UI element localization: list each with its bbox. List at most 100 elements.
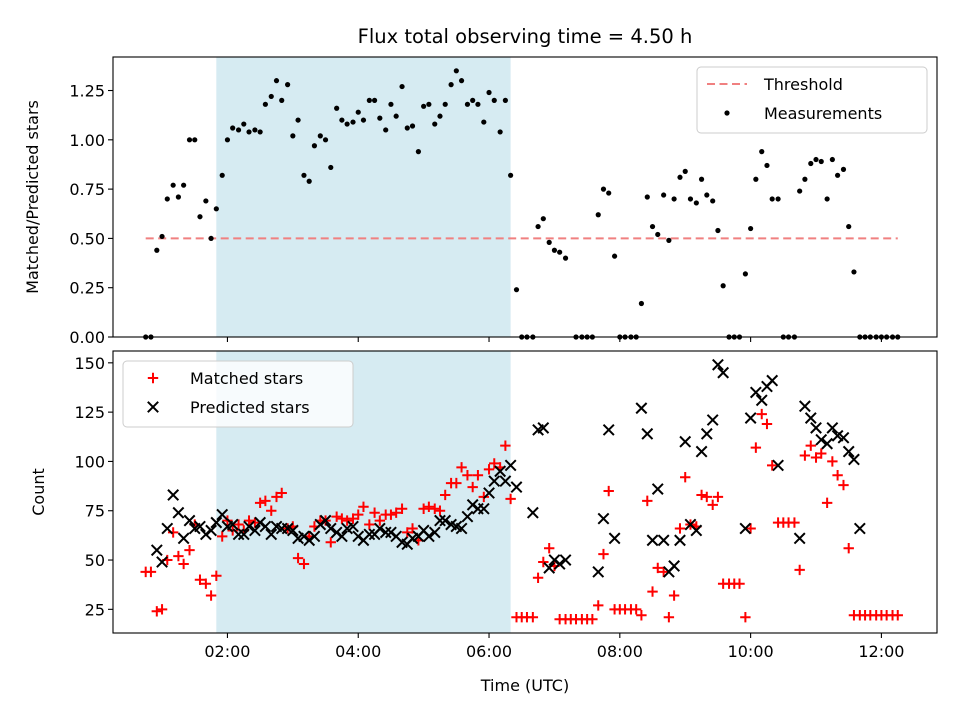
y-tick-label: 150	[74, 354, 105, 373]
data-point	[319, 514, 332, 527]
data-point	[477, 502, 490, 515]
data-point	[797, 188, 803, 194]
data-point	[259, 520, 272, 533]
data-point	[794, 564, 805, 576]
data-point	[510, 481, 523, 493]
data-point	[793, 532, 806, 545]
observing-span	[216, 57, 511, 337]
data-point	[374, 515, 386, 526]
data-point	[843, 543, 854, 554]
data-point	[821, 497, 833, 509]
data-point	[486, 89, 492, 96]
data-point	[715, 227, 721, 234]
data-point	[540, 216, 546, 222]
y-tick-label: 100	[74, 452, 105, 471]
data-point	[489, 458, 500, 469]
data-point	[344, 121, 350, 127]
data-point	[324, 522, 337, 535]
data-point	[745, 523, 756, 534]
data-point	[587, 613, 598, 625]
data-point	[161, 522, 174, 535]
data-point	[184, 544, 195, 556]
data-point	[173, 550, 184, 562]
data-point	[680, 472, 691, 483]
panel-2: 25 50 75 100 125 150 02:00 04:00 06:00 08:00 10:00…	[29, 350, 938, 695]
data-point	[742, 271, 748, 277]
data-point	[679, 435, 692, 448]
data-point	[205, 524, 218, 537]
data-point	[739, 522, 752, 535]
data-point	[311, 143, 318, 149]
data-point	[483, 487, 495, 499]
data-point	[183, 514, 196, 527]
data-point	[808, 160, 814, 167]
data-point	[276, 487, 287, 499]
data-point	[429, 503, 440, 514]
data-point	[219, 172, 225, 178]
data-point	[644, 194, 650, 200]
data-point	[322, 137, 329, 143]
data-point	[494, 465, 507, 478]
data-point	[826, 422, 839, 434]
legend-label: Predicted stars	[190, 398, 310, 417]
data-point	[775, 196, 781, 202]
legend-box	[696, 66, 928, 134]
data-point	[706, 414, 719, 426]
data-point	[252, 127, 258, 133]
data-point	[704, 192, 710, 198]
y-tick-label: 0.25	[69, 279, 105, 298]
data-point	[306, 178, 312, 184]
data-point	[636, 610, 647, 621]
data-point	[249, 524, 261, 537]
data-point	[373, 522, 386, 535]
data-point	[472, 470, 484, 481]
axes-frame	[112, 350, 938, 634]
data-point	[551, 247, 558, 253]
data-point	[181, 182, 187, 188]
data-point	[652, 562, 663, 574]
chart-title: Flux total observing time = 4.50 h	[358, 25, 693, 48]
data-point	[740, 612, 751, 623]
data-point	[273, 78, 280, 84]
data-point	[407, 523, 418, 534]
data-point	[827, 456, 838, 467]
data-point	[377, 115, 383, 121]
data-point	[693, 200, 699, 206]
data-point	[698, 176, 705, 182]
data-point	[292, 552, 304, 564]
data-point	[334, 105, 340, 111]
data-point	[483, 464, 495, 475]
data-point	[695, 445, 708, 458]
legend-label: Threshold	[763, 75, 843, 94]
data-point	[295, 117, 301, 123]
data-point	[194, 574, 206, 585]
data-point	[453, 68, 459, 74]
legend-label: Measurements	[764, 104, 882, 123]
data-point	[249, 517, 261, 528]
y-tick-label: 0.75	[69, 180, 105, 199]
data-point	[559, 554, 572, 566]
data-point	[655, 231, 661, 238]
data-point	[553, 558, 566, 570]
data-point	[213, 206, 219, 212]
x-tick-label: 12:00	[858, 642, 904, 661]
data-point	[837, 431, 850, 444]
data-point	[271, 491, 282, 503]
data-point	[755, 394, 768, 407]
data-point	[701, 491, 713, 503]
data-point	[335, 530, 348, 543]
data-point	[464, 101, 471, 107]
data-point	[339, 117, 345, 123]
data-point	[497, 129, 503, 135]
data-point	[712, 491, 724, 503]
data-point	[265, 528, 278, 541]
data-point	[821, 437, 834, 450]
data-point	[216, 508, 229, 521]
data-point	[426, 101, 432, 107]
data-point	[421, 103, 427, 109]
data-point	[423, 501, 435, 512]
data-point	[646, 534, 659, 547]
data-point	[851, 269, 857, 275]
data-point	[350, 119, 356, 125]
data-point	[347, 520, 359, 533]
